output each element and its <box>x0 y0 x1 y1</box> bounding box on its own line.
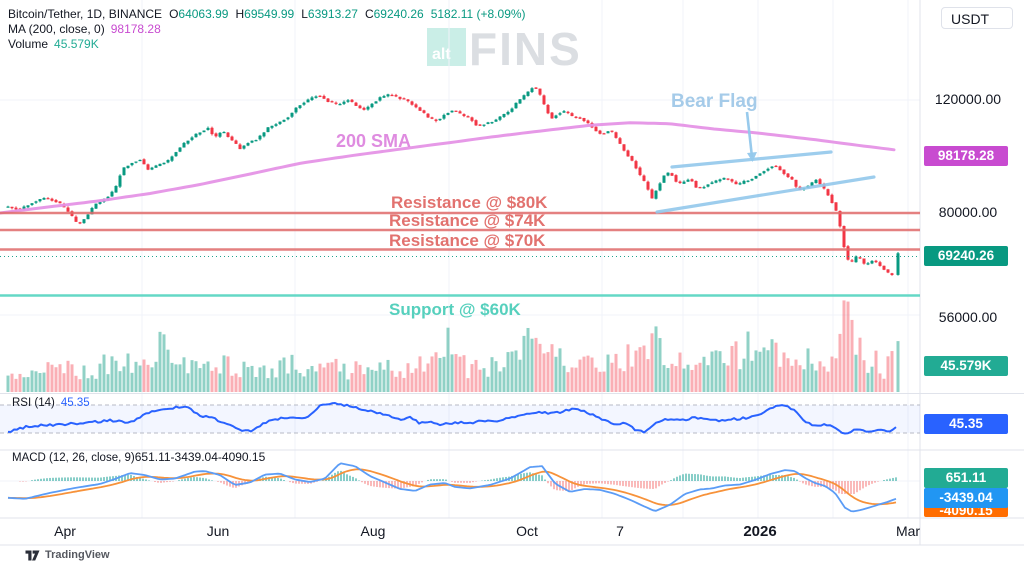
macd-signal-value: -4090.15 <box>217 450 266 464</box>
high-label: H <box>235 7 245 21</box>
low-value: 63913.27 <box>307 7 358 21</box>
ma-legend-row[interactable]: MA (200, close, 0) 98178.28 <box>8 22 161 37</box>
high-value: 69549.99 <box>244 7 295 21</box>
time-tick-7[interactable]: 7 <box>616 523 624 539</box>
price-tick-120000[interactable]: 120000.00 <box>934 91 1002 107</box>
ma-label[interactable]: MA (200, close, 0) <box>8 22 105 36</box>
altfins-watermark: alt FINS <box>427 22 582 76</box>
macd-line-badge[interactable]: -3439.04 <box>924 488 1008 508</box>
altfins-logo-square: alt <box>427 28 466 66</box>
symbol-title[interactable]: Bitcoin/Tether, 1D, BINANCE <box>8 7 163 21</box>
support-60k-label[interactable]: Support @ $60K <box>389 300 521 319</box>
time-tick-apr[interactable]: Apr <box>54 523 76 539</box>
rsi-legend-row[interactable]: RSI (14) 45.35 <box>12 397 90 410</box>
tradingview-attribution[interactable]: TradingView <box>25 549 110 562</box>
open-value: 64063.99 <box>178 7 229 21</box>
time-tick-aug[interactable]: Aug <box>360 523 386 539</box>
volume-legend-row[interactable]: Volume 45.579K <box>8 37 99 52</box>
rsi-value: 45.35 <box>60 397 90 409</box>
resistance-74k-label[interactable]: Resistance @ $74K <box>389 211 546 230</box>
macd-hist-badge[interactable]: 651.11 <box>924 468 1008 488</box>
time-tick-oct[interactable]: Oct <box>516 523 538 539</box>
price-tick-80000[interactable]: 80000.00 <box>938 204 998 220</box>
time-tick-mar[interactable]: Mar <box>895 523 921 539</box>
ma-price-badge[interactable]: 98178.28 <box>924 146 1008 166</box>
macd-label[interactable]: MACD (12, 26, close, 9) <box>12 452 135 464</box>
volume-value: 45.579K <box>54 37 99 51</box>
resistance-80k-label[interactable]: Resistance @ $80K <box>391 193 548 212</box>
close-label: C <box>364 7 374 21</box>
time-tick-2026[interactable]: 2026 <box>743 523 777 540</box>
rsi-badge[interactable]: 45.35 <box>924 414 1008 434</box>
change-value: 5182.11 (+8.09%) <box>430 7 526 21</box>
last-price-badge[interactable]: 69240.26 <box>924 246 1008 266</box>
volume-label[interactable]: Volume <box>8 37 49 51</box>
low-label: L <box>301 7 308 21</box>
resistance-70k-label[interactable]: Resistance @ $70K <box>389 231 546 250</box>
ma-value: 98178.28 <box>110 22 161 36</box>
rsi-label[interactable]: RSI (14) <box>12 397 55 409</box>
macd-legend-row[interactable]: MACD (12, 26, close, 9)651.11-3439.04-40… <box>12 450 266 465</box>
tradingview-logo-icon <box>25 550 40 561</box>
tradingview-brand-text: TradingView <box>45 549 110 562</box>
macd-hist-value: 651.11 <box>134 450 171 464</box>
altfins-fins-text: FINS <box>469 23 582 75</box>
bear-flag-annotation-label[interactable]: Bear Flag <box>671 91 758 112</box>
altfins-alt-text: alt <box>432 46 451 63</box>
time-tick-jun[interactable]: Jun <box>206 523 230 539</box>
macd-line-value: -3439.04 <box>170 450 218 464</box>
open-label: O <box>169 7 179 21</box>
symbol-legend-row[interactable]: Bitcoin/Tether, 1D, BINANCE O64063.99 H695… <box>8 7 526 22</box>
close-value: 69240.26 <box>373 7 424 21</box>
currency-toggle-button[interactable]: USDT <box>941 7 1013 29</box>
sma-annotation-label[interactable]: 200 SMA <box>336 131 412 151</box>
price-tick-56000[interactable]: 56000.00 <box>938 309 998 325</box>
volume-badge[interactable]: 45.579K <box>924 356 1008 376</box>
